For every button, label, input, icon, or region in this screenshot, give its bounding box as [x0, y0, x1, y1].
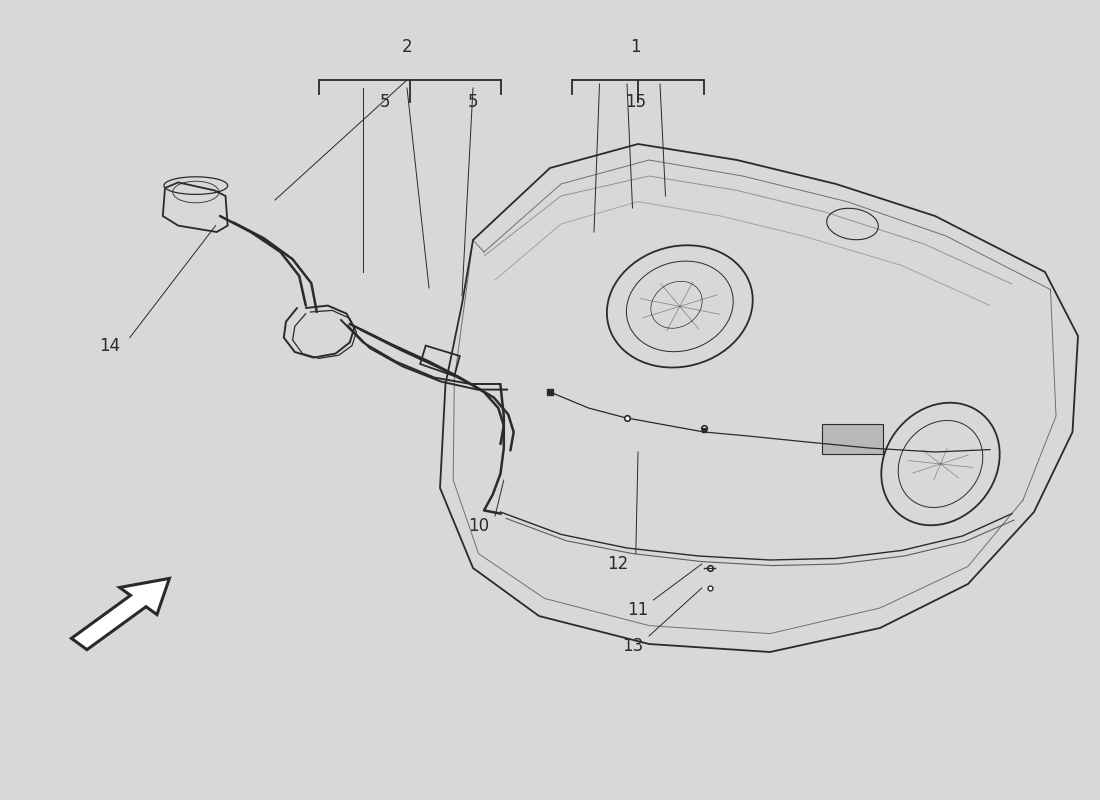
Text: 5: 5 — [468, 93, 478, 110]
Text: 2: 2 — [402, 38, 412, 56]
Text: 15: 15 — [625, 93, 647, 110]
Text: 13: 13 — [621, 638, 643, 655]
Text: 5: 5 — [379, 93, 390, 110]
Text: 14: 14 — [99, 337, 121, 354]
Text: 12: 12 — [607, 555, 629, 573]
Text: 11: 11 — [627, 602, 649, 619]
FancyBboxPatch shape — [822, 424, 883, 454]
Text: 10: 10 — [468, 518, 490, 535]
Text: 1: 1 — [630, 38, 641, 56]
FancyArrow shape — [72, 578, 169, 650]
